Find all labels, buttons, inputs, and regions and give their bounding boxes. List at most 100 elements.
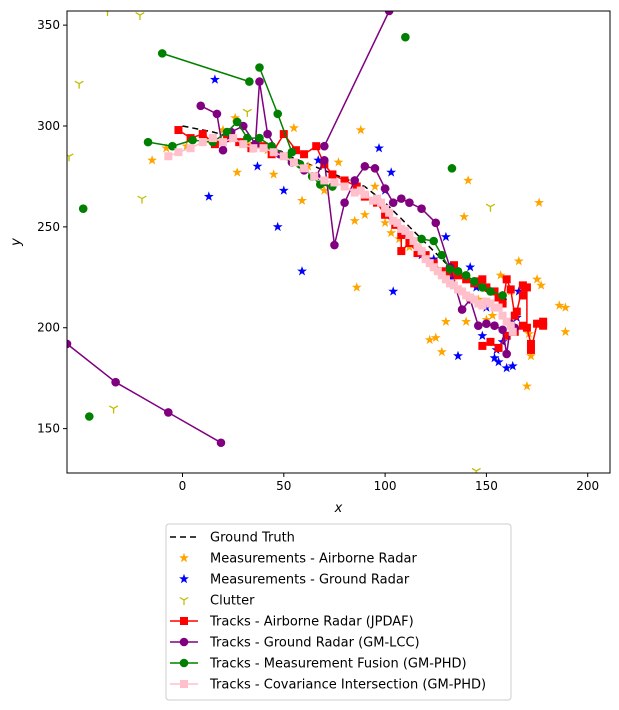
x-tick-label: 150: [475, 479, 498, 493]
track-point: [401, 32, 410, 42]
data-point: [181, 141, 192, 151]
legend-entry: Ground Truth: [170, 531, 295, 546]
track-point: [417, 247, 426, 256]
data-point: [137, 195, 147, 204]
track-point: [466, 293, 475, 302]
track-point: [384, 11, 394, 16]
track-point: [372, 198, 381, 207]
track-point: [490, 303, 499, 312]
track-point: [249, 144, 258, 153]
track-point: [510, 311, 519, 320]
track-point: [350, 188, 359, 197]
track-point: [474, 299, 483, 308]
data-point: [388, 286, 399, 296]
legend-label: Ground Truth: [210, 531, 295, 546]
track-line: [161, 52, 250, 83]
track-point: [279, 152, 288, 161]
data-point: [374, 143, 384, 153]
track-point: [350, 176, 360, 185]
track-point: [223, 134, 232, 143]
track-point: [441, 275, 450, 284]
track-point: [372, 194, 381, 203]
data-point: [453, 350, 463, 361]
track-point: [486, 337, 495, 346]
data-point: [473, 294, 484, 304]
track-point: [522, 283, 531, 292]
track-point: [67, 339, 72, 349]
legend: Ground Truth Measurements - Airborne Rada…: [165, 523, 512, 701]
data-point: [493, 356, 504, 367]
data-point: [252, 161, 263, 171]
data-point: [522, 381, 532, 391]
track-point: [449, 261, 458, 270]
y-tick-label: 350: [37, 18, 60, 32]
y-tick-label: 300: [37, 119, 60, 133]
track-point: [198, 138, 207, 147]
data-point: [203, 191, 214, 201]
track-point: [431, 218, 441, 228]
data-point: [440, 231, 451, 242]
track-point: [198, 130, 207, 139]
track-point: [360, 190, 369, 199]
data-point: [313, 155, 324, 165]
y-axis-label: y: [9, 238, 24, 247]
track-point: [300, 150, 309, 159]
track-line: [323, 11, 390, 147]
legend-box: [165, 523, 512, 701]
data-point: [424, 334, 435, 345]
track-point: [310, 172, 319, 181]
track-point: [320, 176, 329, 185]
x-tick-label: 0: [179, 479, 187, 493]
data-point: [230, 112, 241, 123]
data-point: [477, 330, 488, 340]
data-point: [554, 300, 565, 310]
track-point: [186, 144, 195, 153]
track-point: [360, 162, 370, 171]
track-point: [381, 210, 390, 219]
data-point: [201, 134, 212, 145]
x-tick-label: 50: [276, 479, 291, 493]
legend-swatch-marker: [179, 552, 189, 563]
data-point: [386, 167, 397, 177]
track-point: [457, 305, 467, 314]
data-point: [465, 262, 476, 272]
data-point: [147, 155, 157, 165]
data-point: [297, 266, 307, 276]
track-point: [409, 236, 418, 245]
track-point: [458, 287, 467, 296]
track-point: [397, 224, 406, 233]
data-point: [386, 227, 397, 238]
track-point: [539, 317, 548, 326]
track-point: [417, 204, 426, 214]
data-point: [108, 405, 119, 414]
track-point: [482, 297, 491, 306]
data-point: [232, 167, 243, 177]
track-line: [421, 238, 503, 297]
track-point: [539, 321, 548, 330]
track-point: [429, 263, 438, 272]
data-point: [370, 181, 380, 191]
y-tick-label: 150: [37, 422, 60, 436]
track-point: [518, 321, 527, 330]
track-point: [320, 155, 329, 165]
track-point: [340, 182, 349, 191]
track-point: [494, 293, 503, 302]
data-point: [351, 282, 362, 292]
track-point: [330, 240, 339, 250]
legend-swatch-marker: [180, 617, 188, 625]
track-point: [533, 319, 542, 328]
track-point: [502, 317, 511, 326]
data-point: [242, 108, 252, 117]
track-point: [385, 208, 394, 217]
data-point: [161, 143, 172, 153]
track-point: [312, 142, 321, 151]
track-point: [494, 303, 503, 312]
track-point: [279, 130, 288, 139]
track-point: [381, 204, 390, 213]
legend-entry: Tracks - Measurement Fusion (GM-PHD): [170, 657, 467, 672]
track-point: [453, 266, 463, 276]
x-axis-label: x: [334, 501, 343, 516]
track-point: [389, 216, 398, 225]
legend-entry: Measurements - Airborne Radar: [179, 552, 417, 567]
data-point: [526, 350, 536, 361]
